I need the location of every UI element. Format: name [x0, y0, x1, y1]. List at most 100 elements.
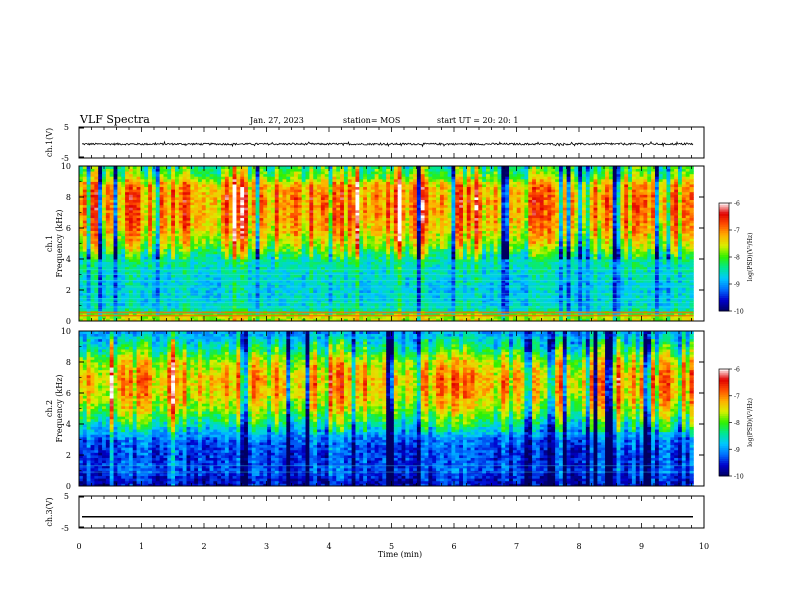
spectrogram-cell	[182, 181, 187, 185]
spectrogram-cell	[343, 181, 349, 185]
spectrogram-cell	[386, 199, 391, 203]
spectrogram-cell	[343, 282, 349, 286]
spectrogram-cell	[328, 313, 333, 317]
spectrogram-cell	[175, 253, 180, 257]
spectrogram-cell	[251, 189, 257, 193]
spectrogram-cell	[240, 191, 245, 195]
spectrogram-cell	[151, 282, 157, 286]
spectrogram-cell	[94, 204, 99, 208]
spectrogram-cell	[297, 315, 303, 319]
spectrogram-cell	[267, 194, 272, 198]
spectrogram-cell	[297, 318, 303, 322]
spectrogram-cell	[125, 284, 130, 288]
spectrogram-cell	[201, 238, 207, 242]
spectrogram-cell	[125, 220, 130, 224]
spectrogram-cell	[370, 217, 376, 221]
spectrogram-cell	[263, 269, 268, 273]
spectrogram-cell	[155, 248, 161, 252]
spectrogram-cell	[340, 184, 345, 188]
spectrogram-cell	[190, 259, 195, 262]
spectrogram-cell	[251, 269, 257, 273]
spectrogram-cell	[175, 248, 180, 252]
spectrogram-cell	[221, 318, 226, 322]
spectrogram-cell	[209, 271, 214, 275]
spectrogram-cell	[186, 220, 191, 224]
spectrogram-cell	[144, 243, 149, 247]
spectrogram-cell	[340, 253, 345, 257]
spectrogram-cell	[240, 271, 245, 275]
spectrogram-cell	[278, 251, 283, 255]
spectrogram-cell	[340, 277, 345, 281]
spectrogram-cell	[351, 215, 356, 219]
spectrogram-cell	[320, 240, 326, 244]
spectrogram-cell	[171, 202, 176, 206]
spectrogram-cell	[386, 225, 391, 229]
spectrogram-cell	[198, 184, 203, 188]
spectrogram-cell	[198, 233, 203, 237]
spectrogram-cell	[378, 246, 383, 250]
spectrogram-cell	[132, 246, 137, 250]
spectrogram-cell	[221, 266, 226, 270]
spectrogram-cell	[94, 217, 99, 221]
spectrogram-cell	[320, 171, 326, 175]
spectrogram-cell	[313, 186, 318, 190]
spectrogram-cell	[128, 290, 134, 293]
spectrogram-cell	[171, 290, 176, 293]
spectrogram-cell	[255, 197, 260, 200]
spectrogram-cell	[132, 230, 137, 234]
spectrogram-cell	[251, 279, 257, 283]
spectrogram-cell	[340, 222, 345, 226]
spectrogram-cell	[167, 269, 172, 273]
spectrogram-cell	[201, 240, 207, 244]
spectrogram-cell	[221, 256, 226, 260]
spectrogram-cell	[332, 207, 337, 211]
spectrogram-cell	[282, 181, 287, 185]
spectrogram-cell	[82, 279, 88, 283]
spectrogram-cell	[282, 287, 287, 291]
spectrogram-cell	[163, 186, 168, 190]
spectrogram-cell	[155, 215, 161, 219]
spectrogram-cell	[151, 271, 157, 275]
spectrogram-cell	[382, 197, 387, 200]
spectrogram-cell	[148, 171, 153, 175]
spectrogram-cell	[343, 251, 349, 255]
spectrogram-cell	[148, 313, 153, 317]
spectrogram-cell	[317, 199, 322, 203]
spectrogram-cell	[290, 284, 295, 288]
spectrogram-cell	[343, 271, 349, 275]
spectrogram-cell	[205, 178, 210, 182]
spectrogram-cell	[297, 238, 303, 242]
spectrogram-cell	[347, 284, 353, 288]
spectrogram-cell	[320, 302, 326, 306]
spectrogram-cell	[128, 235, 134, 239]
spectrogram-cell	[151, 238, 157, 242]
spectrogram-cell	[274, 238, 280, 242]
spectrogram-cell	[278, 186, 283, 190]
spectrogram-cell	[317, 212, 322, 216]
spectrogram-cell	[270, 313, 276, 317]
spectrogram-cell	[343, 243, 349, 247]
spectrogram-cell	[347, 202, 353, 206]
spectrogram-cell	[255, 313, 260, 317]
spectrogram-cell	[136, 202, 141, 206]
spectrogram-cell	[359, 300, 364, 304]
spectrogram-cell	[94, 302, 99, 306]
spectrogram-cell	[278, 261, 283, 265]
spectrogram-cell	[305, 279, 310, 283]
spectrogram-cell	[82, 186, 88, 190]
spectrogram-cell	[332, 204, 337, 208]
spectrogram-cell	[382, 181, 387, 185]
spectrogram-cell	[98, 277, 103, 281]
spectrogram-cell	[136, 243, 141, 247]
spectrogram-cell	[320, 287, 326, 291]
spectrogram-cell	[171, 166, 176, 169]
spectrogram-cell	[332, 302, 337, 306]
spectrogram-cell	[98, 308, 103, 312]
spectrogram-cell	[198, 215, 203, 219]
spectrogram-cell	[86, 212, 91, 216]
spectrogram-cell	[213, 181, 218, 185]
spectrogram-cell	[148, 308, 153, 312]
spectrogram-cell	[374, 243, 379, 247]
spectrogram-cell	[320, 166, 326, 169]
spectrogram-cell	[359, 225, 364, 229]
